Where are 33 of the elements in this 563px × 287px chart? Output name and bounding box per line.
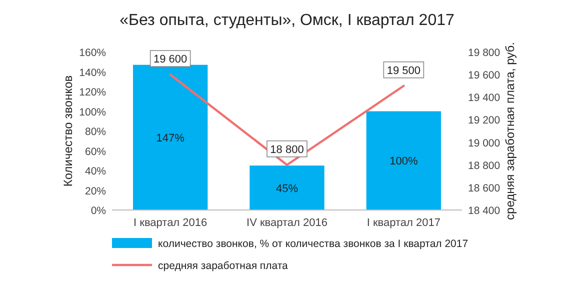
data-label: 45% (276, 182, 298, 195)
y2-tick-label: 19 800 (468, 47, 500, 59)
x-tick-label: I квартал 2016 (134, 217, 208, 229)
y2-tick-label: 19 600 (468, 70, 500, 82)
y2-tick-label: 19 000 (468, 137, 500, 150)
y-tick-label: 100% (79, 106, 106, 118)
data-label: 19 500 (386, 64, 420, 77)
y2-tick-label: 18 800 (468, 160, 500, 172)
x-tick-label: I квартал 2017 (366, 217, 440, 229)
y-tick-label: 20% (84, 185, 106, 198)
data-label: 100% (390, 156, 418, 168)
y-tick-label: 140% (79, 66, 106, 79)
x-tick-label: IV квартал 2016 (246, 217, 328, 229)
y2-axis-title: средняя заработная плата, руб. (503, 42, 517, 220)
y-tick-label: 160% (79, 47, 106, 59)
data-label: 147% (156, 132, 185, 144)
y-tick-label: 60% (84, 146, 106, 158)
y-tick-label: 0% (90, 205, 106, 217)
chart-title: «Без опыта, студенты», Омск, I квартал 2017 (120, 12, 454, 29)
legend-label: количество звонков, % от количества звонков за I квартал 2017 (158, 238, 468, 250)
legend-label: средняя заработная плата (158, 260, 288, 272)
data-label: 19 600 (154, 54, 188, 66)
y-tick-label: 120% (79, 86, 106, 98)
y-tick-label: 40% (84, 166, 106, 178)
y-axis-title: Количество звонков (61, 75, 75, 187)
y-tick-label: 80% (84, 126, 106, 138)
y2-tick-label: 18 600 (468, 182, 500, 194)
bar (366, 111, 441, 210)
bar (250, 166, 324, 210)
data-label: 18 800 (270, 144, 304, 156)
y2-tick-label: 18 400 (468, 205, 500, 217)
y2-tick-label: 19 200 (468, 114, 500, 127)
y2-tick-label: 19 400 (468, 92, 500, 104)
